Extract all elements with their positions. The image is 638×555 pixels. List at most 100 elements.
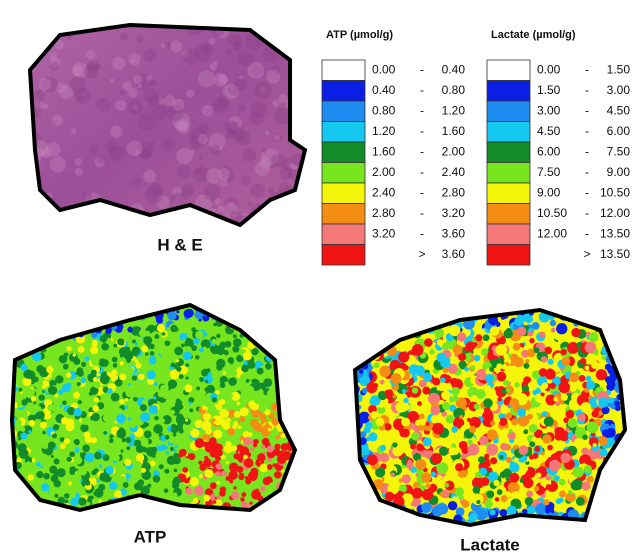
atp-texture [42, 338, 46, 342]
legend-swatch [487, 81, 530, 102]
atp-texture [141, 468, 146, 473]
he-texture [96, 98, 111, 113]
lactate-texture [616, 518, 621, 523]
atp-texture [157, 324, 165, 332]
atp-texture [50, 307, 55, 312]
atp-texture [171, 300, 175, 304]
lactate-texture [535, 524, 539, 528]
legend-to: 3.00 [607, 83, 631, 97]
lactate-texture [554, 475, 560, 481]
lactate-texture [407, 387, 411, 391]
atp-texture [41, 326, 44, 329]
lactate-texture [580, 402, 591, 413]
lactate-texture [372, 330, 377, 335]
lactate-texture [623, 345, 632, 354]
legend-swatch [322, 81, 365, 102]
atp-texture [196, 386, 200, 390]
lactate-texture [345, 512, 356, 523]
lactate-texture [608, 317, 618, 327]
lactate-texture [359, 353, 365, 359]
lactate-texture [546, 475, 551, 480]
he-texture [170, 40, 182, 52]
atp-texture [136, 363, 142, 369]
atp-texture [195, 438, 205, 448]
lactate-texture [461, 454, 467, 460]
atp-texture [281, 469, 284, 472]
atp-texture [67, 346, 72, 351]
atp-texture [31, 396, 36, 401]
lactate-texture [617, 350, 624, 357]
lactate-texture [377, 504, 382, 509]
atp-texture [94, 431, 98, 435]
lactate-texture [528, 381, 538, 391]
lactate-texture [452, 395, 458, 401]
lactate-texture [610, 509, 620, 519]
he-image [0, 0, 320, 240]
lactate-texture [388, 513, 395, 520]
legend-sep: - [585, 83, 589, 97]
lactate-texture [561, 394, 568, 401]
lactate-texture [604, 515, 611, 522]
lactate-texture [431, 415, 440, 424]
atp-texture [141, 509, 148, 516]
lactate-texture [569, 385, 576, 392]
lactate-texture [619, 513, 626, 520]
atp-texture [8, 480, 12, 484]
atp-texture [136, 454, 144, 462]
he-texture [50, 62, 59, 71]
atp-texture [61, 417, 68, 424]
atp-texture [49, 466, 57, 474]
lactate-texture [536, 521, 541, 526]
lactate-texture [350, 303, 359, 312]
atp-texture [135, 359, 139, 363]
atp-texture [283, 326, 289, 332]
he-texture [25, 194, 31, 200]
atp-texture [216, 495, 220, 499]
atp-texture [50, 412, 53, 415]
legend-swatch [322, 224, 365, 245]
lactate-texture [615, 329, 627, 341]
legend-from: 1.50 [537, 83, 561, 97]
atp-texture [204, 456, 208, 460]
he-texture [206, 168, 222, 184]
lactate-texture [436, 353, 446, 363]
lactate-texture [436, 462, 448, 474]
atp-texture [30, 500, 40, 510]
atp-texture [165, 340, 171, 346]
atp-texture [67, 314, 74, 321]
atp-texture [53, 410, 58, 415]
lactate-texture [390, 473, 394, 477]
lactate-texture [504, 329, 513, 338]
lactate-texture [544, 499, 550, 505]
legend-to: 3.20 [442, 206, 466, 220]
lactate-texture [509, 429, 513, 433]
lactate-texture [411, 432, 419, 440]
atp-texture [249, 316, 256, 323]
lactate-texture [468, 444, 480, 456]
atp-texture [281, 375, 288, 382]
he-texture [149, 222, 159, 232]
lactate-texture [559, 479, 566, 486]
atp-texture [162, 332, 165, 335]
atp-texture [53, 424, 59, 430]
legend-sep: - [585, 206, 589, 220]
atp-texture [18, 500, 23, 505]
atp-texture [176, 367, 181, 372]
lactate-texture [525, 359, 529, 363]
atp-texture [78, 400, 82, 404]
he-texture [146, 75, 152, 81]
atp-texture [173, 433, 177, 437]
atp-texture [243, 352, 252, 361]
he-texture [115, 100, 126, 111]
lactate-texture [566, 410, 575, 419]
atp-texture [32, 433, 38, 439]
atp-texture [99, 313, 109, 323]
legend-to: 2.80 [442, 185, 466, 199]
lactate-texture [396, 312, 406, 322]
atp-texture [100, 335, 108, 343]
atp-texture [228, 357, 234, 363]
he-texture [117, 217, 131, 231]
atp-texture [10, 483, 18, 491]
lactate-texture [593, 443, 597, 447]
atp-texture [21, 399, 28, 406]
